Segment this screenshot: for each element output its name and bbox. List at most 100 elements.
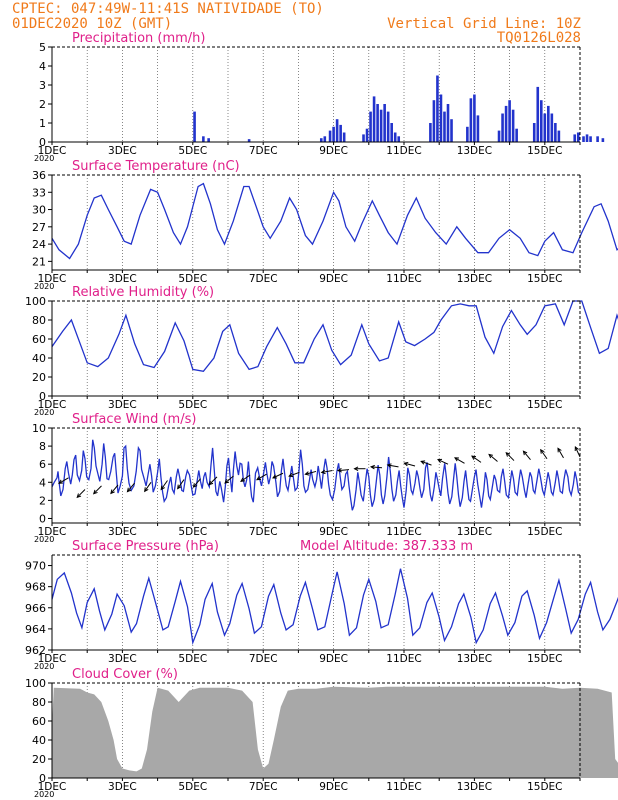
precip-bar	[439, 94, 443, 142]
panel-title: Surface Pressure (hPa)	[72, 539, 219, 554]
precip-bar	[432, 100, 436, 142]
precip-bar	[550, 113, 554, 142]
x-tick-label: 1DEC	[38, 399, 67, 411]
precip-bar	[585, 134, 589, 142]
precip-bar	[429, 123, 432, 142]
panel-pressure: 962 964 966 968 970 1DEC 3DEC 5DEC 7DEC 9DEC 11DEC…	[25, 539, 618, 671]
x-tick-label: 1DEC	[38, 145, 67, 157]
x-tick-label: 5DEC	[178, 653, 207, 665]
x-tick-label: 15DEC	[527, 399, 562, 411]
precip-bar	[573, 134, 577, 142]
y-tick-label: 30	[32, 204, 46, 217]
precip-bar	[466, 126, 469, 142]
precip-bar	[332, 126, 335, 142]
precip-bar	[497, 130, 501, 142]
y-tick-label: 968	[25, 581, 46, 594]
precip-bar	[508, 100, 511, 142]
y-tick-label: 0	[39, 512, 46, 525]
x-tick-label: 5DEC	[178, 273, 207, 285]
x-tick-label: 1DEC	[38, 526, 67, 538]
panel-title: Relative Humidity (%)	[72, 285, 214, 300]
y-tick-label: 60	[32, 333, 46, 346]
panel-humidity: 0 20 40 60 80 100 1DEC 3DEC 5DEC 7DEC 9DEC 11DEC 13D…	[25, 285, 618, 417]
x-tick-label: 11DEC	[386, 399, 421, 411]
panel-title: Surface Wind (m/s)	[72, 412, 196, 427]
x-tick-label: 15DEC	[527, 145, 562, 157]
x-year-label: 2020	[34, 282, 54, 291]
wind-arrow	[574, 445, 581, 458]
x-tick-label: 13DEC	[457, 273, 492, 285]
x-tick-label: 3DEC	[108, 653, 137, 665]
x-tick-label: 7DEC	[249, 145, 278, 157]
wind-arrow	[386, 463, 399, 468]
precip-bar	[543, 113, 547, 142]
wind-arrow	[288, 471, 300, 478]
x-tick-label: 1DEC	[38, 273, 67, 285]
x-tick-label: 5DEC	[178, 781, 207, 793]
precip-bar	[504, 105, 508, 142]
x-tick-label: 9DEC	[319, 781, 348, 793]
x-year-label: 2020	[34, 790, 54, 799]
wind-arrow	[540, 448, 548, 460]
y-tick-label: 0	[39, 772, 46, 785]
panel-title: Cloud Cover (%)	[72, 667, 178, 682]
x-tick-label: 15DEC	[527, 526, 562, 538]
panel-precipitation: 0 1 2 3 4 5 1DEC 3DEC 5DEC 7DEC 9DEC 11DEC 13DEC 15DE…	[34, 31, 605, 163]
series-line-temperature	[51, 182, 618, 260]
x-tick-label: 3DEC	[108, 399, 137, 411]
precip-bar	[450, 119, 453, 142]
y-tick-label: 10	[32, 422, 46, 435]
y-tick-label: 0	[39, 390, 46, 403]
panel-wind: 0 2 4 6 8 10 1DEC 3DEC 5DEC 7DEC 9DEC 11DEC 13DEC 15D…	[32, 412, 581, 544]
y-tick-label: 4	[39, 476, 46, 489]
x-tick-label: 11DEC	[386, 273, 421, 285]
x-tick-label: 7DEC	[249, 781, 278, 793]
x-tick-label: 1DEC	[38, 653, 67, 665]
precip-bar	[576, 132, 580, 142]
precip-bar	[383, 104, 386, 142]
x-tick-label: 5DEC	[178, 145, 207, 157]
precip-bar	[469, 98, 473, 142]
x-year-label: 2020	[34, 535, 54, 544]
precip-bar	[379, 109, 383, 142]
wind-arrow	[369, 464, 383, 470]
cloud-area	[52, 686, 618, 778]
precip-bar	[589, 136, 592, 142]
y-tick-label: 40	[32, 352, 46, 365]
wind-arrow	[353, 466, 366, 471]
wind-arrow	[272, 472, 284, 479]
y-tick-label: 8	[39, 440, 46, 453]
precip-bar	[339, 124, 342, 142]
precip-bar	[207, 138, 210, 142]
precip-bar	[390, 123, 393, 142]
wind-arrow	[454, 457, 465, 464]
y-tick-label: 27	[32, 221, 46, 234]
wind-arrow	[488, 453, 498, 462]
wind-arrow	[522, 450, 531, 460]
y-tick-label: 4	[39, 60, 46, 73]
precip-bar	[372, 96, 376, 142]
series-line-pressure	[51, 568, 618, 646]
x-tick-label: 5DEC	[178, 526, 207, 538]
y-tick-label: 80	[32, 696, 46, 709]
wind-arrow	[208, 476, 218, 486]
precip-bar	[476, 115, 480, 142]
x-tick-label: 11DEC	[386, 781, 421, 793]
y-tick-label: 962	[25, 644, 46, 657]
x-tick-label: 11DEC	[386, 653, 421, 665]
precip-bar	[473, 94, 476, 142]
x-tick-label: 3DEC	[108, 145, 137, 157]
wind-arrow	[144, 481, 152, 493]
x-tick-label: 13DEC	[457, 145, 492, 157]
precip-bar	[328, 130, 332, 142]
precip-bar	[557, 130, 561, 142]
wind-arrow	[240, 474, 251, 482]
wind-arrow	[336, 468, 350, 473]
precip-bar	[335, 119, 339, 142]
precip-bar	[365, 128, 369, 142]
wind-arrow	[437, 458, 449, 465]
y-tick-label: 1	[39, 117, 46, 130]
y-tick-label: 964	[25, 623, 46, 636]
x-tick-label: 7DEC	[249, 653, 278, 665]
y-tick-label: 60	[32, 715, 46, 728]
